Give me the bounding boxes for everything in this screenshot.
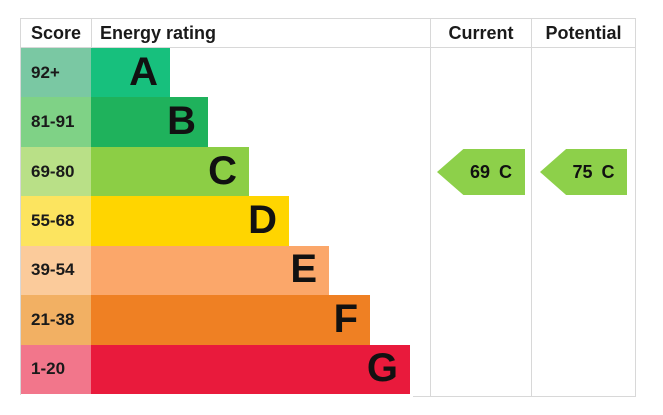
table-left-border — [20, 18, 21, 395]
band-letter: C — [208, 148, 237, 193]
current-column-divider — [430, 18, 431, 397]
table-right-border — [635, 18, 636, 397]
score-range-cell: 21-38 — [21, 295, 91, 345]
band-bar-e: E — [91, 245, 329, 296]
current-score-value: 69 — [469, 161, 491, 182]
current-column-header: Current — [448, 22, 514, 43]
score-range-cell: 39-54 — [21, 245, 91, 296]
score-column-header: Score — [30, 22, 82, 43]
current-band-letter: C — [499, 161, 513, 182]
band-letter: E — [290, 247, 317, 292]
energy-rating-column-header: Energy rating — [100, 22, 217, 43]
band-row-d: 55-68 D — [21, 196, 635, 246]
table-bottom-border — [413, 396, 636, 397]
potential-score-value: 75 — [572, 161, 593, 182]
band-bar-b: B — [91, 97, 208, 147]
score-range-cell: 69-80 — [21, 146, 91, 197]
band-letter: B — [167, 99, 196, 144]
potential-band-letter: C — [601, 161, 615, 182]
band-letter: G — [366, 346, 398, 391]
band-row-a: 92+ A — [21, 48, 635, 98]
score-column-divider — [91, 19, 92, 47]
score-range-cell: 1-20 — [21, 344, 91, 394]
band-rows: 92+ A 81-91 B 69-80 C 55-68 D 39-54 E 21-38 F 1-20 G — [21, 48, 635, 394]
band-row-c: 69-80 C — [21, 146, 635, 197]
table-top-border — [20, 18, 636, 19]
band-bar-a: A — [91, 48, 170, 98]
score-range-cell: 92+ — [21, 48, 91, 98]
band-bar-d: D — [91, 196, 289, 246]
score-range-cell: 81-91 — [21, 97, 91, 147]
potential-column-divider — [531, 18, 532, 397]
band-letter: D — [248, 197, 277, 242]
band-row-f: 21-38 F — [21, 295, 635, 345]
potential-rating-arrow: 75 C — [540, 149, 627, 195]
band-letter: F — [333, 296, 358, 341]
band-bar-c: C — [91, 146, 249, 197]
score-range-cell: 55-68 — [21, 196, 91, 246]
band-row-e: 39-54 E — [21, 245, 635, 296]
band-row-g: 1-20 G — [21, 344, 635, 394]
band-bar-g: G — [91, 344, 410, 394]
potential-column-header: Potential — [545, 22, 622, 43]
band-letter: A — [129, 49, 158, 94]
band-row-b: 81-91 B — [21, 97, 635, 147]
header-bottom-border — [20, 47, 636, 48]
band-bar-f: F — [91, 295, 370, 345]
